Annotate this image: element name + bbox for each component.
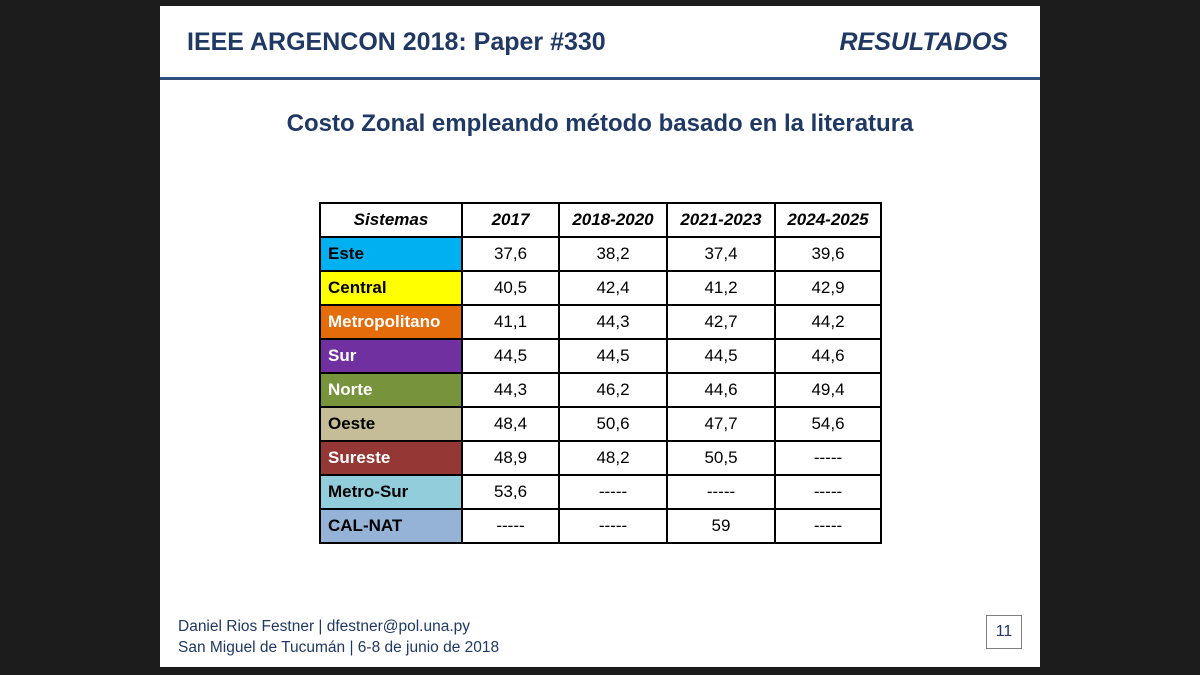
table-row: Central 40,5 42,4 41,2 42,9: [319, 270, 882, 306]
column-header-2024-2025: 2024-2025: [774, 202, 882, 238]
system-name-cell: Sureste: [319, 440, 463, 476]
cost-value-cell: 40,5: [461, 270, 560, 306]
cost-value-cell: 44,3: [461, 372, 560, 408]
cost-value-cell: 42,9: [774, 270, 882, 306]
system-name-cell: Norte: [319, 372, 463, 408]
header-divider: [160, 77, 1040, 80]
table-row: Metro-Sur 53,6 ----- ----- -----: [319, 474, 882, 510]
cost-value-cell: 48,9: [461, 440, 560, 476]
system-name-cell: Este: [319, 236, 463, 272]
system-name-cell: Central: [319, 270, 463, 306]
cost-value-cell: 44,6: [774, 338, 882, 374]
cost-value-cell: 41,1: [461, 304, 560, 340]
cost-value-cell: 44,5: [461, 338, 560, 374]
cost-value-cell: 59: [666, 508, 776, 544]
table-row: Norte 44,3 46,2 44,6 49,4: [319, 372, 882, 408]
cost-value-cell: 44,6: [666, 372, 776, 408]
cost-value-cell: 54,6: [774, 406, 882, 442]
table-body: Este 37,6 38,2 37,4 39,6 Central 40,5 42,4 41,2 4…: [319, 236, 882, 544]
column-header-sistemas: Sistemas: [319, 202, 463, 238]
system-name-cell: Metropolitano: [319, 304, 463, 340]
column-header-2017: 2017: [461, 202, 560, 238]
table-row: CAL-NAT ----- ----- 59 -----: [319, 508, 882, 544]
slide: IEEE ARGENCON 2018: Paper #330 RESULTADO…: [160, 6, 1040, 667]
cost-value-cell: 37,4: [666, 236, 776, 272]
cost-value-cell: 41,2: [666, 270, 776, 306]
table-row: Sur 44,5 44,5 44,5 44,6: [319, 338, 882, 374]
cost-value-cell: 44,5: [666, 338, 776, 374]
column-header-2021-2023: 2021-2023: [666, 202, 776, 238]
cost-value-cell: 47,7: [666, 406, 776, 442]
cost-value-cell: -----: [558, 508, 668, 544]
cost-value-cell: -----: [666, 474, 776, 510]
cost-value-cell: 44,3: [558, 304, 668, 340]
page-number: 11: [986, 615, 1022, 649]
cost-value-cell: -----: [558, 474, 668, 510]
cost-value-cell: -----: [461, 508, 560, 544]
system-name-cell: CAL-NAT: [319, 508, 463, 544]
cost-value-cell: 42,7: [666, 304, 776, 340]
cost-value-cell: 53,6: [461, 474, 560, 510]
cost-value-cell: 48,4: [461, 406, 560, 442]
system-name-cell: Sur: [319, 338, 463, 374]
cost-value-cell: -----: [774, 440, 882, 476]
system-name-cell: Oeste: [319, 406, 463, 442]
table-row: Sureste 48,9 48,2 50,5 -----: [319, 440, 882, 476]
cost-value-cell: 46,2: [558, 372, 668, 408]
table-row: Este 37,6 38,2 37,4 39,6: [319, 236, 882, 272]
cost-value-cell: 42,4: [558, 270, 668, 306]
cost-value-cell: 44,2: [774, 304, 882, 340]
cost-value-cell: 38,2: [558, 236, 668, 272]
table-row: Oeste 48,4 50,6 47,7 54,6: [319, 406, 882, 442]
table-row: Metropolitano 41,1 44,3 42,7 44,2: [319, 304, 882, 340]
slide-subtitle: Costo Zonal empleando método basado en l…: [286, 110, 914, 137]
cost-value-cell: 44,5: [558, 338, 668, 374]
footer-event: San Miguel de Tucumán | 6-8 de junio de …: [178, 639, 500, 656]
cost-value-cell: 48,2: [558, 440, 668, 476]
cost-value-cell: -----: [774, 508, 882, 544]
slide-header: IEEE ARGENCON 2018: Paper #330 RESULTADO…: [160, 6, 1040, 78]
cost-value-cell: -----: [774, 474, 882, 510]
cost-value-cell: 39,6: [774, 236, 882, 272]
cost-value-cell: 50,6: [558, 406, 668, 442]
cost-value-cell: 50,5: [666, 440, 776, 476]
table-header-row: Sistemas 2017 2018-2020 2021-2023 2024-2…: [319, 202, 882, 238]
cost-value-cell: 49,4: [774, 372, 882, 408]
system-name-cell: Metro-Sur: [319, 474, 463, 510]
footer-author: Daniel Rios Festner | dfestner@pol.una.p…: [178, 618, 471, 635]
header-title: IEEE ARGENCON 2018: Paper #330: [187, 28, 606, 56]
column-header-2018-2020: 2018-2020: [558, 202, 668, 238]
section-title: RESULTADOS: [839, 28, 1008, 56]
cost-value-cell: 37,6: [461, 236, 560, 272]
results-table: Sistemas 2017 2018-2020 2021-2023 2024-2…: [319, 202, 882, 544]
